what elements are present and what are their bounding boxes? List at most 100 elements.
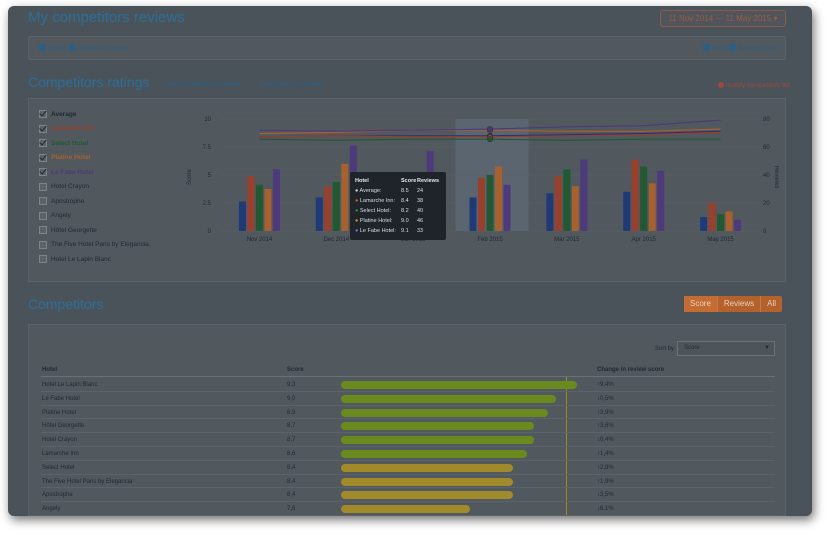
y-tick-label: 5: [208, 173, 212, 179]
hotel-filter-item[interactable]: Lamarche Inn: [39, 122, 189, 137]
print-label: Print: [712, 45, 726, 52]
hotel-filter-item[interactable]: Platine Hotel: [39, 151, 189, 166]
table-row[interactable]: Hotel Le Lapin Blanc 9,3 ↑9,4%: [41, 378, 775, 392]
row-score-bar: [341, 436, 535, 445]
checkbox[interactable]: [39, 168, 47, 177]
checkbox[interactable]: [39, 240, 47, 249]
toggle-score[interactable]: Score: [684, 296, 718, 312]
y2-axis-label: Reviews: [773, 166, 779, 189]
export-button[interactable]: Export: [39, 44, 67, 52]
toggle-reviews[interactable]: Reviews: [718, 296, 762, 312]
bullet-icon: ●: [355, 198, 360, 204]
bar: [332, 182, 340, 231]
tooltip-reviews: 33: [417, 228, 424, 234]
row-change: ↑9,4%: [597, 382, 614, 388]
checkbox[interactable]: [39, 153, 47, 162]
tooltip-score: 8.5: [401, 188, 409, 194]
y2-tick-label: 20: [763, 201, 770, 207]
table-row[interactable]: Lamarche Inn 8,6 ↑1,4%: [41, 447, 775, 461]
y2-tick-label: 80: [763, 117, 770, 123]
hotel-filter-label: Angely: [51, 212, 71, 220]
hotel-filter-item[interactable]: Hôtel Georgette: [39, 223, 189, 238]
checkbox[interactable]: [39, 226, 47, 235]
competitors-title: Competitors: [28, 296, 104, 312]
tooltip-reviews: 46: [417, 218, 424, 224]
hotel-filter-item[interactable]: Select Hotel: [39, 136, 189, 151]
table-row[interactable]: Select Hotel 8,4 ↑2,8%: [41, 461, 775, 475]
bar: [478, 177, 485, 231]
checkbox[interactable]: [39, 110, 47, 119]
table-row[interactable]: The Five Hotel Paris by Elegancia 8,4 ↑1,9…: [41, 475, 775, 489]
table-row[interactable]: Le Fabe Hotel 9,0 ↓0,5%: [41, 392, 775, 406]
checkbox[interactable]: [39, 255, 47, 264]
bar: [640, 166, 648, 231]
hotel-filter-item[interactable]: The Five Hotel Paris by Elegancia: [39, 238, 189, 253]
hotel-filter-item[interactable]: Angely: [39, 209, 189, 224]
checkbox[interactable]: [39, 124, 47, 133]
tooltip-header: Hotel Score Reviews: [355, 176, 441, 186]
y-tick-label: 7.5: [203, 145, 212, 151]
bar: [341, 163, 349, 231]
bar: [571, 186, 579, 231]
col-hotel: Hotel: [42, 367, 57, 373]
row-score: 8,4: [287, 492, 296, 499]
bar: [255, 184, 263, 231]
checkbox[interactable]: [39, 182, 47, 191]
hotel-filter-item[interactable]: Average: [39, 107, 189, 122]
hotel-filter-item[interactable]: Le Fabe Hotel: [39, 165, 189, 180]
mail-icon: [729, 44, 736, 51]
row-change: ↑1,4%: [597, 451, 614, 457]
hotel-filter-item[interactable]: Apostrophe: [39, 194, 189, 209]
modify-list-link[interactable]: modify competitors list: [718, 82, 790, 89]
send-email-button[interactable]: Send by email: [729, 44, 779, 52]
bar: [315, 197, 323, 231]
bar: [717, 214, 725, 231]
report-toolbar: Export Schedule a report Print Send by e…: [28, 36, 786, 60]
bar: [469, 197, 477, 231]
hotel-filter-item[interactable]: Hotel Crayon: [39, 180, 189, 195]
tooltip-hotel-name: Lamarche Inn:: [359, 198, 396, 204]
tooltip-hotel: ● Select Hotel:: [355, 208, 401, 214]
bar: [734, 219, 742, 231]
bar: [700, 217, 708, 231]
table-row[interactable]: Hotel Crayon 8,7 ↓0,4%: [41, 433, 775, 447]
sort-by-select[interactable]: Score ▼: [677, 341, 775, 356]
schedule-report-button[interactable]: Schedule a report: [69, 44, 129, 52]
y-tick-label: 10: [204, 117, 211, 123]
row-score: 8,7: [287, 437, 296, 444]
bar: [264, 189, 272, 231]
export-label: Export: [48, 45, 67, 52]
topics-summary-link[interactable]: view topics summary: [259, 81, 324, 88]
tooltip-score: 9.1: [401, 228, 409, 234]
tooltip-row: ● Platine Hotel: 9.0 46: [355, 216, 441, 226]
x-tick-label: Apr 2015: [632, 237, 657, 243]
checkbox[interactable]: [39, 211, 47, 220]
ratings-panel: Average Lamarche Inn Select Hotel Platine H…: [28, 98, 786, 282]
hotel-filter-label: Hotel Crayon: [51, 183, 89, 191]
date-range-picker[interactable]: 11 Nov 2014 — 11 May 2015 ▾: [660, 10, 786, 27]
bar: [554, 176, 562, 231]
schedule-label: Schedule a report: [78, 45, 130, 52]
table-row[interactable]: Platine Hotel 8,9 ↑3,9%: [41, 406, 775, 420]
bar: [623, 191, 631, 231]
checkbox[interactable]: [39, 139, 47, 148]
row-score: 9,0: [287, 395, 296, 402]
read-reviews-link[interactable]: read competitors reviews: [164, 81, 242, 88]
table-row[interactable]: Angely 7,8 ↓6,1%: [41, 502, 775, 516]
table-row[interactable]: Apostrophe 8,4 ↓3,5%: [41, 488, 775, 503]
y2-tick-label: 60: [763, 145, 770, 151]
tooltip-reviews: 24: [417, 188, 424, 194]
tooltip-score: 9.0: [401, 218, 409, 224]
row-change: ↑3,9%: [597, 409, 614, 416]
tooltip-score: 8.2: [401, 208, 409, 214]
print-button[interactable]: Print: [703, 44, 725, 52]
toggle-all[interactable]: All: [767, 299, 777, 308]
x-tick-label: Mar 2015: [554, 237, 580, 243]
hotel-filter-label: Lamarche Inn: [51, 125, 94, 133]
hotel-filter-item[interactable]: Hotel Le Lapin Blanc: [39, 252, 189, 267]
checkbox[interactable]: [39, 197, 47, 206]
table-row[interactable]: Hôtel Georgette 8,7 ↑3,6%: [41, 419, 775, 434]
bullet-icon: ●: [355, 218, 360, 224]
tooltip-row: ● Select Hotel: 8.2 40: [355, 206, 441, 216]
